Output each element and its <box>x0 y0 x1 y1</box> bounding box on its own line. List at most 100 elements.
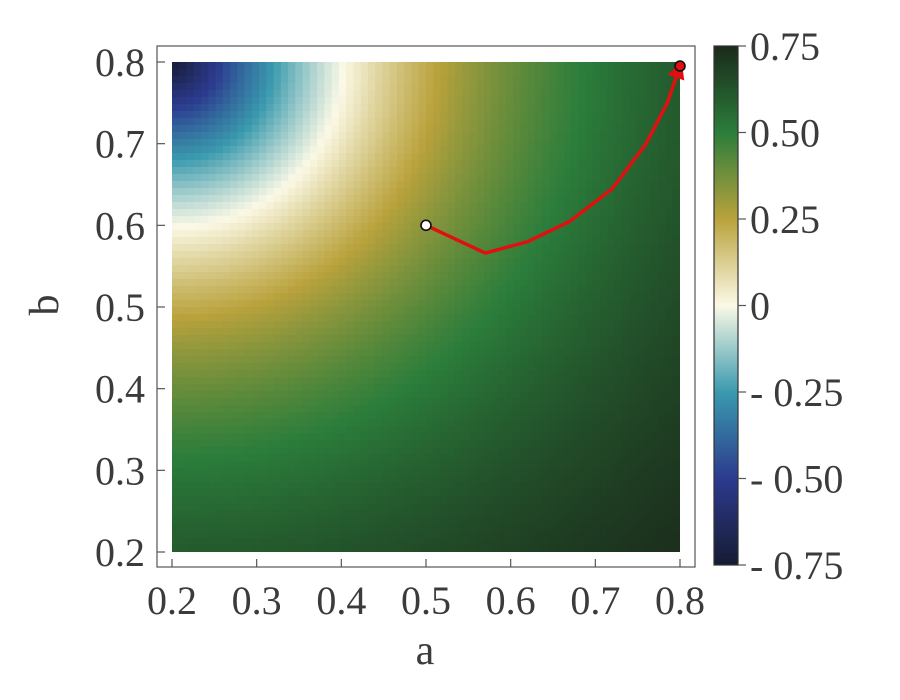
heatmap-cell <box>476 342 485 350</box>
heatmap-cell <box>629 412 638 420</box>
heatmap-cell <box>280 517 289 525</box>
heatmap-cell <box>389 111 398 119</box>
heatmap-cell <box>346 272 355 280</box>
heatmap-cell <box>172 307 180 315</box>
heatmap-cell <box>607 97 616 105</box>
heatmap-cell <box>592 328 601 336</box>
heatmap-cell <box>455 370 463 378</box>
heatmap-cell <box>201 69 209 77</box>
heatmap-cell <box>607 335 616 343</box>
heatmap-cell <box>629 132 638 140</box>
heatmap-cell <box>513 76 521 84</box>
heatmap-cell <box>440 510 449 518</box>
heatmap-cell <box>455 531 463 539</box>
heatmap-cell <box>237 433 246 441</box>
heatmap-cell <box>244 279 253 287</box>
heatmap-cell <box>658 328 667 336</box>
heatmap-cell <box>201 489 209 497</box>
heatmap-cell <box>643 160 652 168</box>
heatmap-cell <box>621 216 630 224</box>
heatmap-cell <box>280 69 289 77</box>
heatmap-cell <box>288 104 296 112</box>
heatmap-cell <box>338 517 347 525</box>
heatmap-cell <box>360 174 369 182</box>
heatmap-cell <box>498 461 507 469</box>
heatmap-cell <box>534 398 543 406</box>
heatmap-cell <box>643 230 652 238</box>
heatmap-cell <box>571 377 579 385</box>
heatmap-cell <box>201 475 209 483</box>
heatmap-cell <box>665 524 674 532</box>
heatmap-cell <box>237 461 246 469</box>
heatmap-cell <box>636 111 645 119</box>
heatmap-cell <box>672 433 680 441</box>
heatmap-cell <box>563 482 572 490</box>
heatmap-cell <box>418 475 427 483</box>
heatmap-cell <box>643 279 652 287</box>
heatmap-cell <box>556 69 565 77</box>
heatmap-cell <box>288 83 296 91</box>
heatmap-cell <box>251 62 260 70</box>
heatmap-cell <box>621 391 630 399</box>
heatmap-cell <box>476 279 485 287</box>
heatmap-cell <box>491 230 500 238</box>
heatmap-cell <box>621 104 630 112</box>
heatmap-cell <box>418 202 427 210</box>
heatmap-cell <box>215 482 224 490</box>
heatmap-cell <box>193 174 202 182</box>
heatmap-cell <box>193 349 202 357</box>
heatmap-cell <box>527 62 536 70</box>
heatmap-cell <box>571 349 579 357</box>
heatmap-cell <box>556 195 565 203</box>
heatmap-cell <box>520 244 529 252</box>
heatmap-cell <box>498 139 507 147</box>
heatmap-cell <box>650 489 659 497</box>
heatmap-cell <box>520 482 529 490</box>
heatmap-cell <box>179 97 188 105</box>
heatmap-cell <box>636 188 645 196</box>
heatmap-cell <box>244 419 253 427</box>
heatmap-cell <box>338 440 347 448</box>
heatmap-cell <box>462 384 471 392</box>
heatmap-cell <box>244 111 253 119</box>
heatmap-cell <box>520 328 529 336</box>
heatmap-cell <box>237 349 246 357</box>
heatmap-cell <box>491 328 500 336</box>
heatmap-cell <box>360 398 369 406</box>
heatmap-cell <box>288 517 296 525</box>
heatmap-cell <box>527 545 536 552</box>
heatmap-cell <box>629 391 638 399</box>
heatmap-cell <box>658 132 667 140</box>
heatmap-cell <box>491 391 500 399</box>
heatmap-cell <box>295 237 304 245</box>
heatmap-cell <box>179 398 188 406</box>
heatmap-cell <box>600 76 609 84</box>
heatmap-cell <box>324 230 333 238</box>
heatmap-cell <box>549 503 558 511</box>
heatmap-cell <box>433 174 442 182</box>
heatmap-cell <box>215 272 224 280</box>
heatmap-cell <box>179 209 188 217</box>
heatmap-cell <box>462 146 471 154</box>
heatmap-cell <box>527 279 536 287</box>
heatmap-cell <box>455 433 463 441</box>
heatmap-cell <box>186 447 195 455</box>
heatmap-cell <box>484 146 492 154</box>
heatmap-cell <box>338 342 347 350</box>
heatmap-cell <box>542 272 550 280</box>
heatmap-cell <box>621 377 630 385</box>
heatmap-cell <box>469 76 478 84</box>
heatmap-cell <box>331 510 340 518</box>
heatmap-cell <box>179 426 188 434</box>
heatmap-cell <box>498 370 507 378</box>
heatmap-cell <box>433 251 442 259</box>
heatmap-cell <box>563 489 572 497</box>
heatmap-cell <box>592 447 601 455</box>
heatmap-cell <box>193 503 202 511</box>
heatmap-cell <box>527 139 536 147</box>
heatmap-cell <box>215 160 224 168</box>
heatmap-cell <box>251 160 260 168</box>
heatmap-cell <box>650 461 659 469</box>
heatmap-cell <box>556 160 565 168</box>
heatmap-cell <box>367 391 376 399</box>
